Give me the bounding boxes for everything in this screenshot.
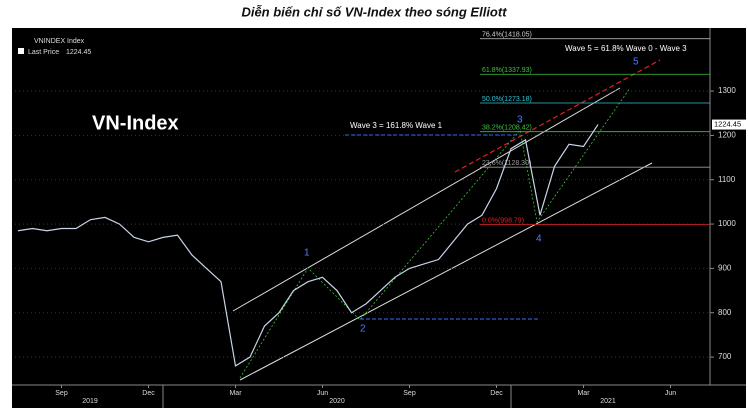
y-tick-label: 1200 (718, 131, 736, 140)
legend-title: VNINDEX Index (34, 38, 85, 45)
year-label: 2021 (600, 398, 616, 405)
wave-label: 2 (360, 324, 366, 335)
year-label: 2019 (82, 398, 98, 405)
chart-background (12, 28, 746, 408)
price-line (17, 124, 599, 367)
last-price-box (712, 119, 746, 130)
x-tick-label: Dec (490, 390, 503, 397)
wave-label: 4 (536, 234, 542, 245)
fib-label: 0.0%(998.79) (482, 217, 524, 224)
fib-label: 50.0%(1273.18) (482, 96, 532, 103)
wave-label: 3 (517, 115, 523, 126)
x-tick-label: Mar (229, 390, 242, 397)
legend-label: Last Price (28, 49, 59, 56)
x-tick-label: Jun (317, 390, 328, 397)
x-tick-label: Sep (55, 390, 68, 397)
annotation: Wave 3 = 161.8% Wave 1 (350, 121, 443, 130)
last-price-label: 1224.45 (714, 120, 741, 129)
y-tick-label: 1100 (718, 175, 736, 184)
watermark: VN-Index (92, 112, 179, 134)
y-tick-label: 1000 (718, 219, 736, 228)
x-tick-label: Sep (403, 390, 416, 397)
fib-label: 76.4%(1418.05) (482, 32, 532, 39)
y-tick-label: 900 (718, 264, 732, 273)
trend-lines (232, 59, 661, 381)
fib-label: 38.2%(1208.42) (482, 125, 532, 132)
x-tick-label: Dec (142, 390, 155, 397)
x-tick-label: Jun (665, 390, 676, 397)
resistance-line (454, 59, 661, 173)
wave-label: 5 (633, 57, 639, 68)
annotation: Wave 5 = 61.8% Wave 0 - Wave 3 (565, 44, 687, 53)
legend-swatch (18, 48, 24, 54)
wave-label: 1 (304, 248, 310, 259)
fib-label: 61.8%(1337.93) (482, 67, 532, 74)
legend-value: 1224.45 (66, 49, 91, 56)
y-tick-label: 800 (718, 308, 732, 317)
year-label: 2020 (329, 398, 345, 405)
wave-labels: 1 2 3 4 5 (304, 57, 639, 335)
channel-lower (239, 162, 653, 381)
chart-title: Diễn biến chỉ số VN-Index theo sóng Elli… (241, 4, 507, 19)
fib-label: 23.6%(1128.30) (482, 160, 531, 167)
y-tick-label: 700 (718, 352, 732, 361)
x-tick-label: Mar (577, 390, 590, 397)
channel-upper (232, 87, 621, 312)
y-tick-label: 1300 (718, 86, 736, 95)
